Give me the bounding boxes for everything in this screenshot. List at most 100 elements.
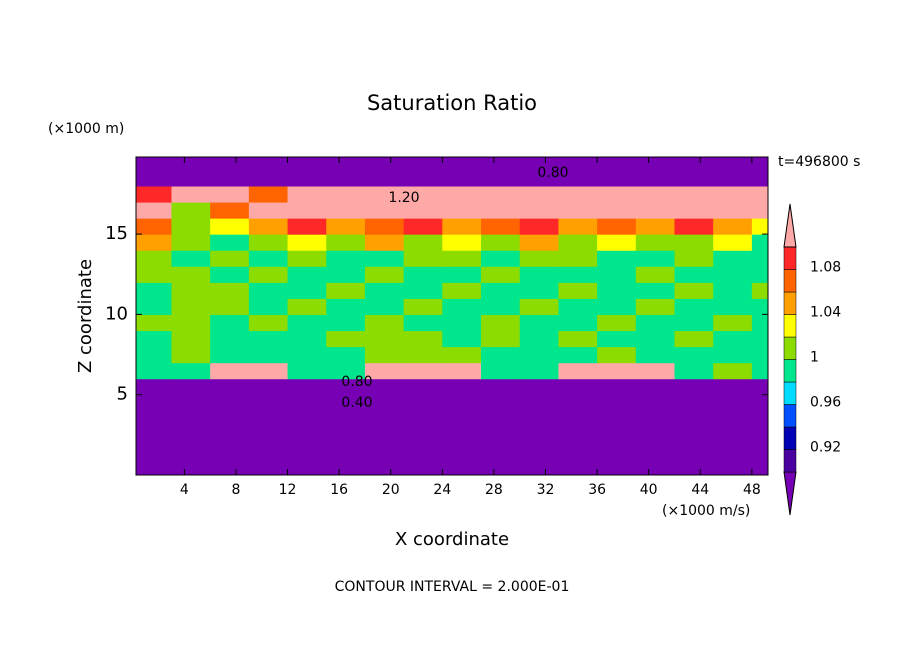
field-cell [364,201,405,219]
field-cell [326,394,366,412]
field-cell [210,394,250,412]
x-tick-label: 12 [279,482,297,498]
field-cell [403,458,443,475]
field-cell [674,346,714,364]
field-cell [287,282,327,299]
field-cell [403,282,443,299]
field-cell [713,157,753,171]
field-cell [171,442,211,460]
field-cell [635,362,676,380]
field-cell [519,442,560,460]
field-cell [136,378,173,396]
field-cell [481,201,521,219]
field-cell [713,330,753,348]
field-cell [751,218,768,235]
field-cell [558,458,598,475]
field-cell [481,314,521,332]
field-cell [519,169,560,187]
field-cell [248,234,289,251]
field-cell [248,314,289,332]
field-cell [481,394,521,412]
x-tick-label: 24 [433,482,451,498]
x-tick-label: 48 [743,482,761,498]
field-cell [364,346,405,364]
colorbar-band [783,449,797,473]
field-cell [248,250,289,267]
field-cell [210,442,250,460]
field-cell [751,410,768,428]
field-cell [442,378,482,396]
field-cell [674,266,714,283]
field-cell [519,426,560,444]
field-cell [674,234,714,251]
field-cell [326,218,366,235]
field-cell [287,426,327,444]
field-cell [558,185,598,203]
field-cell [751,266,768,283]
field-cell [248,330,289,348]
field-cell [674,362,714,380]
field-cell [442,314,482,332]
field-cell [635,410,676,428]
field-cell [287,185,327,203]
field-cell [751,157,768,171]
field-cell [751,185,768,203]
field-cell [597,218,637,235]
field-cell [519,394,560,412]
field-cell [674,442,714,460]
field-cell [751,346,768,364]
field-cell [210,330,250,348]
field-cell [287,169,327,187]
field-cell [364,282,405,299]
field-cell [713,346,753,364]
field-cell [442,442,482,460]
field-cell [558,157,598,171]
field-cell [442,185,482,203]
field-cell [326,442,366,460]
field-cell [597,185,637,203]
field-cell [519,410,560,428]
field-cell [171,346,211,364]
x-tick-label: 40 [640,482,658,498]
x-axis-label: X coordinate [395,529,509,550]
field-cell [364,330,405,348]
colorbar-tick-label: 0.96 [810,395,841,411]
field-cell [713,282,753,299]
field-cell [326,346,366,364]
field-cell [136,426,173,444]
x-unit: (×1000 m/s) [662,503,750,519]
field-cell [481,442,521,460]
field-cell [136,394,173,412]
field-cell [674,282,714,299]
field-cell [403,169,443,187]
field-cell [326,157,366,171]
field-cell [287,410,327,428]
field-cell [519,218,560,235]
field-cell [635,282,676,299]
field-cell [713,234,753,251]
field-cell [210,410,250,428]
field-cell [364,442,405,460]
field-cell [597,330,637,348]
field-cell [481,346,521,364]
field-cell [171,314,211,332]
field-cell [326,266,366,283]
field-cell [597,169,637,187]
field-cell [442,458,482,475]
field-cell [210,234,250,251]
field-cell [210,298,250,315]
field-cell [403,394,443,412]
field-cell [403,426,443,444]
field-cell [287,330,327,348]
field-cell [171,266,211,283]
field-cell [210,157,250,171]
colorbar-band [783,314,797,338]
colorbar-tick-label: 1 [810,350,819,366]
field-cell [597,458,637,475]
field-cell [326,185,366,203]
colorbar-band [783,404,797,428]
field-cell [519,298,560,315]
field-cell [635,169,676,187]
field-cell [635,298,676,315]
